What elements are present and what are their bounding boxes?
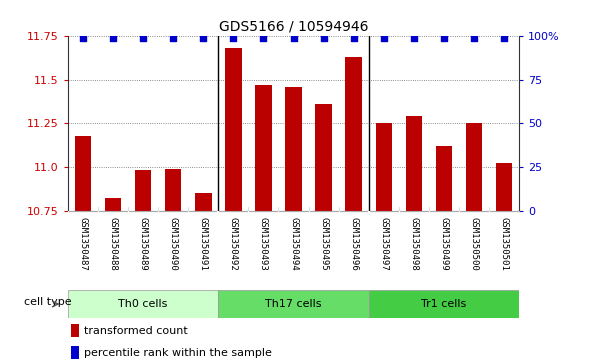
Text: Th17 cells: Th17 cells [266, 299, 322, 309]
Bar [466, 123, 483, 211]
Bar [104, 198, 122, 211]
Bar [71, 346, 78, 359]
Bar [369, 290, 519, 318]
Point [78, 35, 88, 41]
Text: GSM1350489: GSM1350489 [139, 217, 148, 271]
Text: GSM1350490: GSM1350490 [169, 217, 178, 271]
Text: GSM1350493: GSM1350493 [259, 217, 268, 271]
Point [349, 35, 359, 41]
Bar [345, 57, 362, 211]
Point [258, 35, 268, 41]
Text: GSM1350498: GSM1350498 [409, 217, 418, 271]
Bar [135, 171, 152, 211]
Bar [218, 290, 369, 318]
Text: GSM1350501: GSM1350501 [500, 217, 509, 271]
Text: GSM1350497: GSM1350497 [379, 217, 388, 271]
Text: GSM1350487: GSM1350487 [78, 217, 87, 271]
Point [138, 35, 148, 41]
Text: percentile rank within the sample: percentile rank within the sample [84, 347, 272, 358]
Point [409, 35, 419, 41]
Bar [165, 169, 182, 211]
Point [439, 35, 449, 41]
Bar [195, 193, 212, 211]
Text: GSM1350488: GSM1350488 [109, 217, 117, 271]
Text: transformed count: transformed count [84, 326, 188, 336]
Point [228, 35, 238, 41]
Title: GDS5166 / 10594946: GDS5166 / 10594946 [219, 20, 368, 34]
Bar [375, 123, 392, 211]
Point [499, 35, 509, 41]
Bar [71, 324, 78, 338]
Bar [315, 104, 332, 211]
Bar [496, 163, 513, 211]
Text: GSM1350499: GSM1350499 [440, 217, 448, 271]
Text: GSM1350500: GSM1350500 [470, 217, 478, 271]
Point [169, 35, 178, 41]
Text: GSM1350494: GSM1350494 [289, 217, 298, 271]
Bar [255, 85, 272, 211]
Text: GSM1350495: GSM1350495 [319, 217, 328, 271]
Point [319, 35, 328, 41]
Text: GSM1350491: GSM1350491 [199, 217, 208, 271]
Bar [68, 290, 218, 318]
Text: Th0 cells: Th0 cells [119, 299, 168, 309]
Point [109, 35, 118, 41]
Point [470, 35, 479, 41]
Bar [285, 87, 302, 211]
Bar [435, 146, 453, 211]
Text: GSM1350496: GSM1350496 [349, 217, 358, 271]
Bar [405, 117, 422, 211]
Bar [225, 49, 242, 211]
Point [289, 35, 298, 41]
Text: Tr1 cells: Tr1 cells [421, 299, 467, 309]
Point [379, 35, 388, 41]
Text: cell type: cell type [24, 297, 71, 307]
Text: GSM1350492: GSM1350492 [229, 217, 238, 271]
Bar [74, 136, 91, 211]
Point [198, 35, 208, 41]
